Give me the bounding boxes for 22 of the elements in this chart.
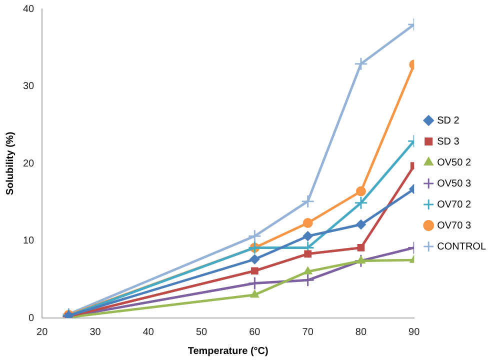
x-tick-label: 80	[355, 326, 367, 338]
legend-label: OV50 2	[437, 157, 472, 168]
y-tick-label: 20	[23, 158, 35, 170]
legend-label: SD 2	[437, 115, 460, 126]
x-tick-label: 30	[90, 326, 102, 338]
legend-label: OV70 2	[437, 199, 472, 210]
legend-label: SD 3	[437, 136, 460, 148]
y-tick-label: 10	[23, 236, 35, 246]
x-tick-label: 20	[36, 326, 48, 338]
x-tick-label: 90	[408, 326, 420, 338]
y-tick-label: 0	[28, 312, 35, 324]
x-axis-title: Temperature (°C)	[188, 346, 268, 357]
y-tick-label: 30	[23, 81, 35, 92]
legend-label: CONTROL	[437, 241, 486, 252]
y-axis-title: Solubility (%)	[4, 132, 16, 196]
x-tick-label: 40	[142, 326, 154, 338]
x-tick-label: 70	[302, 326, 314, 338]
y-tick-label: 40	[23, 4, 35, 15]
legend-label: OV50 3	[437, 178, 472, 190]
x-tick-label: 60	[249, 326, 261, 338]
legend-label: OV70 3	[437, 220, 472, 232]
x-tick-label: 50	[196, 326, 208, 338]
